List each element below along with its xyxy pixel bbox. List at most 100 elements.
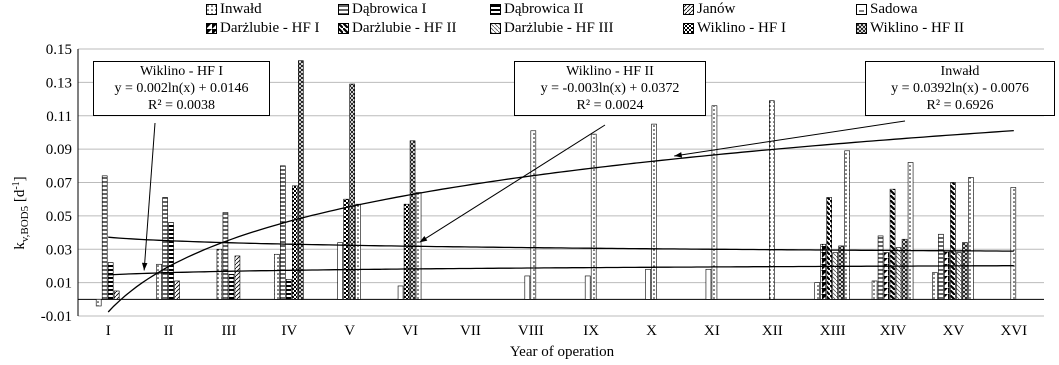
- x-tick-label: XVI: [1000, 323, 1027, 339]
- bar: [651, 123, 657, 300]
- bar: [168, 222, 174, 300]
- legend-item-dabrowica-i: Dąbrowica I: [338, 1, 427, 18]
- bar: [832, 252, 838, 300]
- bar: [113, 290, 120, 300]
- bar: [228, 273, 235, 300]
- trend-annotation-wiklino-hf-ii: Wiklino - HF II y = -0.003ln(x) + 0.0372…: [514, 61, 706, 116]
- legend-label: Dąbrowica I: [352, 1, 427, 17]
- bar: [298, 60, 304, 300]
- bar: [101, 175, 108, 300]
- bar: [826, 197, 832, 300]
- bar: [932, 272, 938, 300]
- trendline: [108, 236, 1014, 252]
- legend-label: Wiklino - HF I: [697, 20, 786, 36]
- x-tick-label: I: [106, 323, 111, 339]
- x-tick-label: VII: [460, 323, 481, 339]
- annotation-arrow: [419, 124, 606, 243]
- legend-label: Janów: [697, 1, 736, 17]
- bar: [234, 255, 241, 300]
- y-tick-label: -0.01: [41, 309, 72, 325]
- legend-item-inwald: Inwałd: [206, 1, 262, 18]
- bar: [838, 245, 844, 300]
- annotation-arrows: [141, 120, 906, 271]
- bar: [343, 198, 349, 300]
- bar: [950, 182, 956, 300]
- x-tick-label: X: [646, 323, 657, 339]
- bar: [174, 280, 180, 300]
- bar: [403, 203, 410, 300]
- x-tick-label: VIII: [518, 323, 544, 339]
- bar: [156, 263, 162, 300]
- x-axis-label: Year of operation: [510, 344, 615, 360]
- y-axis-ticks: -0.01 0.01 0.03 0.05 0.07 0.09 0.11 0.13 0.15: [41, 42, 73, 325]
- annotation-r2: R² = 0.6926: [926, 98, 994, 113]
- trendlines: [107, 129, 1014, 313]
- x-tick-label: II: [164, 323, 174, 339]
- bar: [944, 250, 950, 300]
- annotation-equation: y = 0.002ln(x) + 0.0146: [114, 81, 249, 96]
- bar: [871, 280, 878, 300]
- annotation-equation: y = -0.003ln(x) + 0.0372: [540, 81, 680, 96]
- legend-label: Darżlubie - HF I: [220, 20, 320, 36]
- x-tick-label: XIV: [880, 323, 907, 339]
- annotation-r2: R² = 0.0038: [148, 98, 215, 113]
- bar: [820, 243, 826, 300]
- bar: [883, 252, 890, 300]
- bar: [355, 203, 361, 300]
- legend-item-darzlubie-hf-i: Darżlubie - HF I: [206, 20, 320, 37]
- legend-label: Darżlubie - HF II: [352, 20, 457, 36]
- x-tick-label: XIII: [820, 323, 846, 339]
- bar: [1010, 187, 1017, 300]
- trendline: [108, 265, 1014, 276]
- legend-item-darzlubie-hf-ii: Darżlubie - HF II: [338, 20, 457, 37]
- legend-label: Sadowa: [870, 1, 918, 17]
- bar: [530, 130, 537, 300]
- annotation-title: Inwałd: [940, 64, 980, 79]
- x-tick-label: XI: [704, 323, 720, 339]
- y-tick-label: 0.09: [46, 142, 72, 158]
- bar: [280, 165, 286, 300]
- y-tick-label: 0.07: [46, 176, 73, 192]
- y-tick-label: 0.15: [46, 42, 72, 58]
- annotation-arrow: [674, 120, 906, 157]
- bar: [337, 242, 343, 300]
- bar: [524, 275, 531, 300]
- bar: [968, 177, 974, 300]
- bar: [397, 285, 404, 300]
- bar: [962, 242, 968, 300]
- annotation-r2: R² = 0.0024: [576, 98, 644, 113]
- x-tick-label: V: [344, 323, 355, 339]
- legend-item-dabrowica-ii: Dąbrowica II: [490, 1, 584, 18]
- legend-label: Wiklino - HF II: [870, 20, 964, 36]
- y-tick-label: 0.03: [46, 242, 72, 258]
- bar: [711, 105, 718, 300]
- bar: [938, 233, 944, 300]
- bar: [292, 185, 298, 300]
- bars: [95, 60, 1017, 307]
- legend-label: Dąbrowica II: [504, 1, 584, 17]
- y-tick-label: 0.01: [46, 276, 72, 292]
- x-tick-label: III: [221, 323, 236, 339]
- bar: [286, 278, 292, 300]
- legend-item-darzlubie-hf-iii: Darżlubie - HF III: [490, 20, 614, 37]
- trend-annotation-wiklino-hf-i: Wiklino - HF I y = 0.002ln(x) + 0.0146 R…: [93, 61, 270, 116]
- bar: [349, 83, 355, 300]
- x-tick-label: XV: [943, 323, 965, 339]
- bar: [705, 268, 712, 300]
- legend-label: Darżlubie - HF III: [504, 20, 614, 36]
- annotation-title: Wiklino - HF I: [139, 64, 224, 79]
- bar: [162, 197, 168, 300]
- bar: [877, 235, 884, 300]
- bar: [901, 238, 908, 300]
- bar: [769, 100, 775, 300]
- bar: [216, 248, 223, 300]
- y-tick-label: 0.13: [46, 75, 72, 91]
- bar: [889, 188, 896, 300]
- annotation-arrow: [143, 122, 156, 271]
- arrow-head: [419, 235, 428, 243]
- bar: [274, 253, 280, 300]
- annotation-title: Wiklino - HF II: [566, 64, 654, 79]
- legend-label: Inwałd: [220, 1, 262, 17]
- legend-item-janow: Janów: [683, 1, 735, 18]
- legend-item-wiklino-hf-ii: Wiklino - HF II: [856, 20, 964, 37]
